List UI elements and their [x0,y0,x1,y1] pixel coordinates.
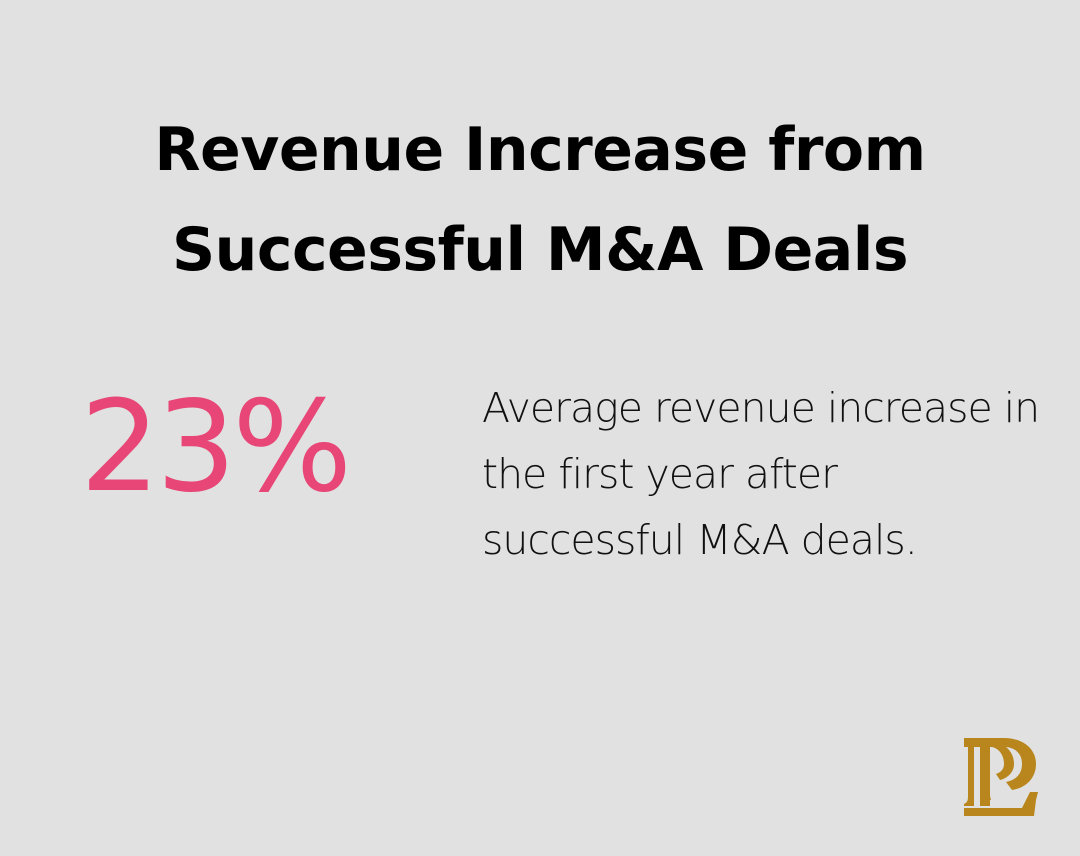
stat-description: Average revenue increase in the first ye… [482,384,1040,564]
title-line-1: Revenue Increase from [154,115,926,185]
stat-value: 23% [80,373,352,520]
title-line-2: Successful M&A Deals [171,215,909,285]
page-title: Revenue Increase from Successful M&A Dea… [0,100,1080,300]
monogram-logo-icon [960,734,1040,818]
